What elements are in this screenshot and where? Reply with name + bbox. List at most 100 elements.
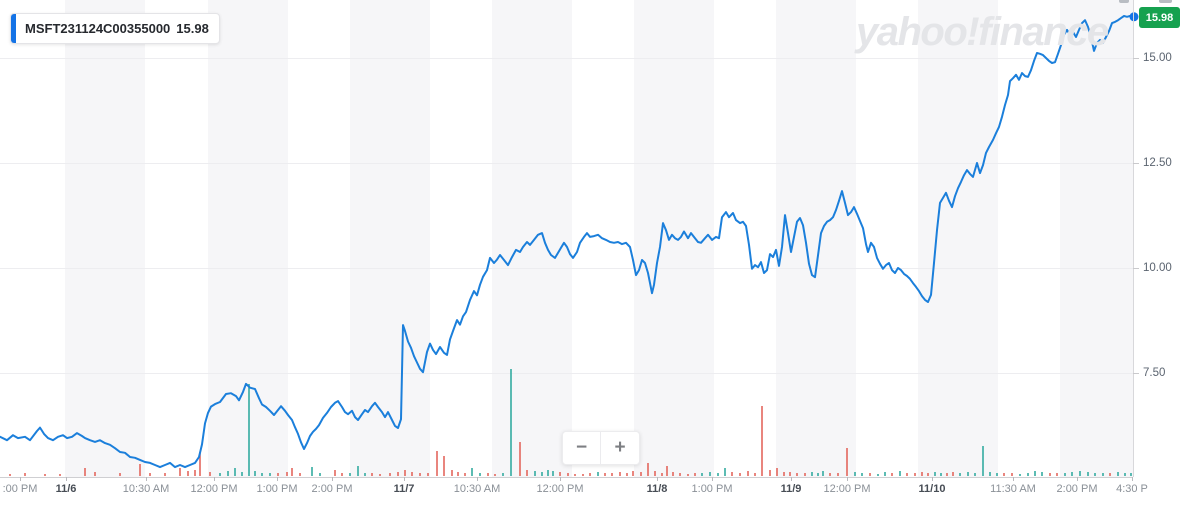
volume-bar-down [731, 472, 733, 476]
volume-bar-down [869, 473, 871, 476]
volume-bar-up [811, 472, 813, 476]
volume-bar-down [419, 473, 421, 476]
gridline [0, 373, 1133, 374]
session-band [208, 0, 288, 477]
x-axis-tick [560, 477, 561, 481]
session-band [1060, 0, 1133, 477]
volume-bar-down [411, 472, 413, 476]
volume-bar-up [254, 471, 256, 476]
volume-bar-down [1003, 473, 1005, 476]
volume-bar-up [940, 473, 942, 476]
volume-bar-down [647, 463, 649, 476]
volume-bar-down [796, 473, 798, 476]
x-axis-tick [20, 477, 21, 481]
volume-bar-down [187, 471, 189, 476]
volume-bar-down [427, 473, 429, 476]
symbol-legend-pill[interactable]: MSFT231124C00355000 15.98 [10, 13, 220, 44]
volume-bar-up [269, 473, 271, 476]
volume-bar-down [739, 473, 741, 476]
volume-bar-down [464, 473, 466, 476]
volume-bar-up [227, 471, 229, 476]
x-axis-tick [657, 477, 658, 481]
volume-bar-down [789, 472, 791, 476]
volume-bar-down [119, 473, 121, 476]
volume-bar-down [829, 473, 831, 476]
volume-bar-up [219, 473, 221, 476]
volume-bar-up [261, 473, 263, 476]
y-axis-line [1133, 0, 1134, 477]
symbol-legend-text: MSFT231124C00355000 15.98 [16, 21, 219, 36]
session-band [350, 0, 430, 477]
volume-bar-down [526, 470, 528, 476]
volume-bar-down [209, 472, 211, 476]
volume-bar-down [804, 473, 806, 476]
volume-bar-down [666, 466, 668, 476]
zoom-in-button[interactable]: + [601, 432, 639, 464]
volume-bar-up [547, 470, 549, 476]
x-axis-tick [477, 477, 478, 481]
volume-bar-down [754, 473, 756, 476]
volume-bar-up [502, 473, 504, 476]
x-axis-label: 11/6 [55, 483, 77, 495]
volume-bar-down [619, 472, 621, 476]
volume-bar-down [891, 473, 893, 476]
volume-bar-up [319, 473, 321, 476]
volume-bar-down [443, 456, 445, 476]
volume-bar-down [299, 473, 301, 476]
y-axis-tick [1133, 268, 1139, 269]
price-line [0, 15, 1136, 469]
zoom-out-button[interactable]: − [563, 432, 601, 464]
volume-bar-up [234, 468, 236, 476]
volume-bar-up [1124, 473, 1126, 476]
symbol-price: 15.98 [176, 21, 209, 36]
volume-bar-down [761, 406, 763, 476]
volume-bar-down [559, 472, 561, 476]
x-axis-label: 10:30 AM [122, 483, 170, 495]
y-axis-tick [1133, 373, 1139, 374]
volume-bar-down [611, 473, 613, 476]
volume-bar-up [1130, 473, 1132, 476]
volume-bar-down [44, 474, 46, 476]
volume-bar-down [927, 473, 929, 476]
x-axis-tick [332, 477, 333, 481]
volume-bar-down [914, 473, 916, 476]
volume-bar-up [357, 466, 359, 476]
y-axis-tick [1133, 58, 1139, 59]
volume-bar-down [379, 474, 381, 476]
volume-bar-down [179, 468, 181, 476]
volume-bar-up [817, 473, 819, 476]
y-axis-label: 10.00 [1143, 262, 1172, 274]
volume-bar-down [694, 473, 696, 476]
volume-bar-down [149, 473, 151, 476]
volume-bar-down [164, 473, 166, 476]
volume-bar-up [1117, 472, 1119, 476]
yahoo-finance-watermark: yahoo!finance [856, 10, 1109, 54]
volume-bar-up [724, 468, 726, 476]
volume-bar-up [974, 473, 976, 476]
volume-bar-down [451, 470, 453, 476]
volume-bar-up [479, 473, 481, 476]
volume-bar-up [701, 473, 703, 476]
x-axis-label: 2:00 PM [1056, 483, 1098, 495]
volume-bar-up [534, 471, 536, 476]
volume-bar-up [884, 472, 886, 476]
volume-bar-down [519, 442, 521, 476]
volume-bar-down [604, 473, 606, 476]
volume-bar-up [709, 472, 711, 476]
x-axis-tick [277, 477, 278, 481]
volume-bar-down [1056, 473, 1058, 476]
volume-bar-down [436, 451, 438, 476]
volume-bar-down [582, 474, 584, 476]
x-axis-label: 4:30 P [1116, 483, 1148, 495]
x-axis-label: 10:30 AM [453, 483, 501, 495]
volume-bar-down [371, 473, 373, 476]
zoom-controls: − + [562, 431, 640, 465]
session-band [918, 0, 998, 477]
volume-bar-down [626, 473, 628, 476]
volume-bar-down [567, 473, 569, 476]
volume-bar-down [1109, 473, 1111, 476]
volume-bar-down [661, 473, 663, 476]
x-axis-line [0, 477, 1133, 478]
